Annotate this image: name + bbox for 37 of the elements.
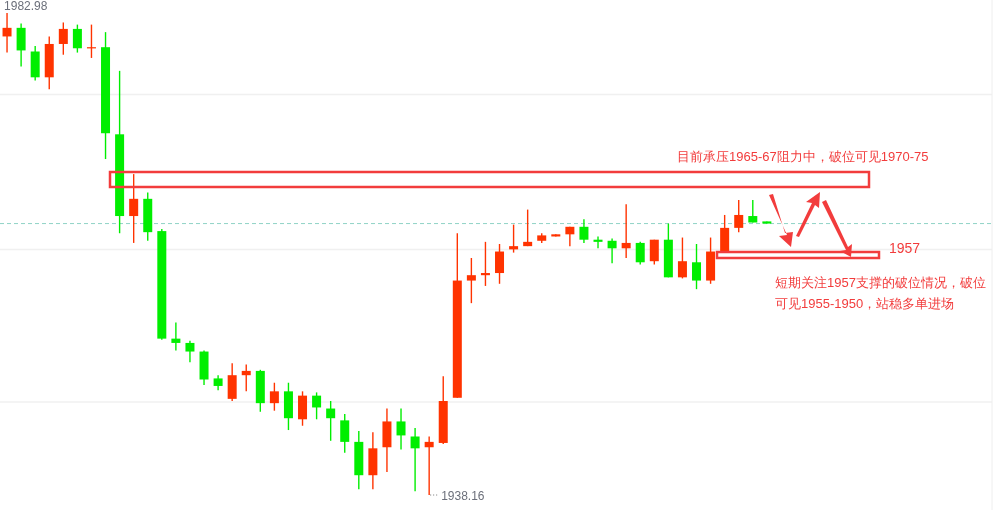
candlestick bbox=[677, 236, 687, 280]
candlestick bbox=[129, 173, 139, 244]
candlestick bbox=[326, 400, 336, 442]
candlestick bbox=[509, 223, 519, 254]
candlestick bbox=[2, 12, 12, 54]
candlestick bbox=[241, 363, 251, 393]
candlestick bbox=[593, 235, 603, 249]
candlestick bbox=[298, 390, 308, 427]
candlestick bbox=[424, 435, 434, 496]
candlestick bbox=[72, 23, 82, 54]
candlestick bbox=[720, 214, 730, 253]
candlestick bbox=[579, 218, 589, 244]
candlestick bbox=[649, 239, 659, 266]
candlestick bbox=[227, 362, 237, 402]
annotation: 1982.98 bbox=[4, 0, 48, 13]
candlestick bbox=[523, 208, 533, 247]
candlestick bbox=[185, 340, 195, 363]
candlestick bbox=[495, 243, 505, 285]
candlestick bbox=[734, 199, 744, 233]
candlestick bbox=[621, 203, 631, 259]
candlestick bbox=[171, 321, 181, 352]
annotation: 目前承压1965-67阻力中，破位可见1970-75 bbox=[677, 149, 929, 164]
candlestick bbox=[16, 22, 26, 68]
candlestick bbox=[480, 241, 490, 287]
candlestick bbox=[340, 413, 350, 454]
candlestick bbox=[607, 237, 617, 265]
candlestick bbox=[692, 243, 702, 290]
candlestick bbox=[635, 241, 645, 266]
candlestick bbox=[410, 427, 420, 493]
candlestick bbox=[466, 257, 476, 304]
text: 短期关注1957支撑的破位情况，破位可见1955-1950，站稳多单进场 bbox=[775, 275, 986, 311]
candlestick bbox=[396, 407, 406, 451]
annotation: 1938.16 bbox=[441, 489, 485, 503]
candlestick bbox=[312, 391, 322, 420]
text: 1957 bbox=[889, 240, 921, 256]
candlestick bbox=[58, 21, 68, 56]
candlestick bbox=[269, 382, 279, 412]
